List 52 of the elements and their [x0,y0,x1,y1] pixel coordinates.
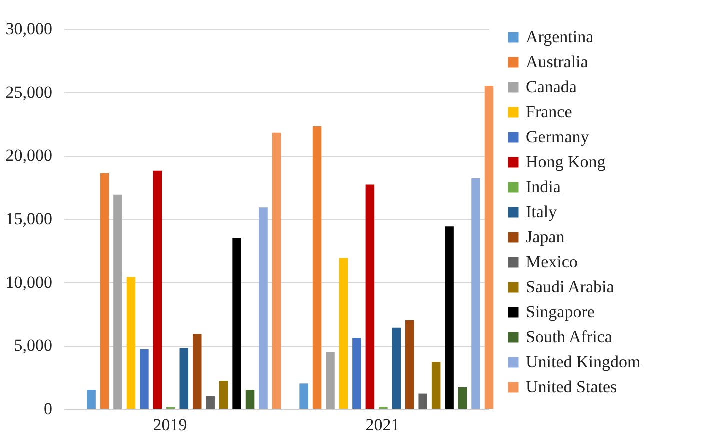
x-tick-label: 2021 [366,416,400,434]
legend-label: United States [526,378,618,396]
bar [192,334,202,409]
bar [153,170,162,409]
legend-label: Singapore [526,302,595,322]
legend-label: Australia [526,52,589,72]
bar [272,132,282,409]
bar [114,194,122,409]
bar [259,208,268,409]
bar [100,173,110,409]
bar [445,226,454,409]
legend-label: France [526,102,572,122]
y-tick-label: 5,000 [14,336,52,356]
legend-label: Canada [526,78,578,96]
bar [366,184,375,409]
y-tick-label: 0 [44,400,52,418]
bar [352,338,362,409]
legend-label: Mexico [526,252,578,272]
legend-label: South Africa [526,328,613,346]
legend-label: United Kingdom [526,352,641,372]
bar [140,349,149,409]
y-tick-label: 15,000 [6,210,52,228]
legend-label: Germany [526,128,590,146]
y-tick-label: 20,000 [6,146,52,166]
bar [232,238,242,409]
bar [326,352,335,409]
bar [246,390,255,409]
legend-label: Saudi Arabia [526,278,615,296]
bar [472,178,480,409]
bar [392,328,402,409]
bar [87,390,96,409]
y-tick-label: 10,000 [6,272,52,292]
bar [312,126,322,409]
legend-label: Hong Kong [526,152,606,172]
bar [418,394,428,409]
bar [180,348,189,409]
y-tick-label: 25,000 [6,82,52,102]
bar [219,381,228,409]
x-tick-label: 2019 [153,416,188,434]
y-tick-label: 30,000 [6,20,52,38]
bar [458,387,468,409]
legend-label: India [526,178,562,196]
bar [339,258,348,409]
legend-label: Argentina [526,28,594,46]
bar [484,86,494,409]
bar [206,396,215,409]
bar [300,384,308,409]
legend-label: Japan [526,228,566,246]
bar [126,277,136,409]
legend-label: Italy [526,202,558,222]
bar [405,320,414,409]
bar [432,362,441,409]
